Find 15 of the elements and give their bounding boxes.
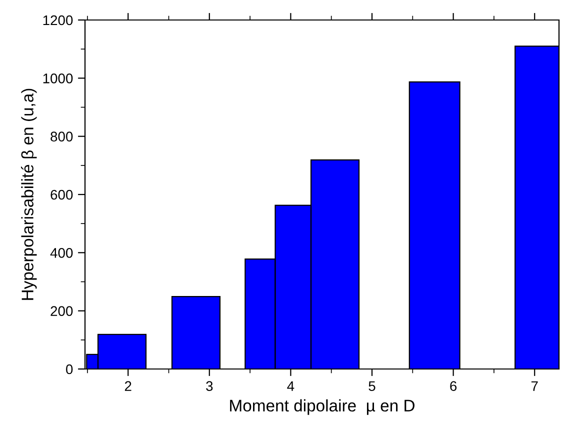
y-tick-label: 600: [50, 190, 73, 200]
y-tick-label: 1200: [43, 15, 73, 26]
x-tick-label: 6: [450, 381, 457, 392]
y-axis-title: Hyperpolarisabilité β en (u,a): [21, 88, 37, 300]
x-tick-label: 7: [531, 381, 538, 391]
x-tick-label: 4: [287, 381, 294, 391]
x-tick-label: 3: [206, 381, 213, 392]
x-tick-label: 5: [368, 381, 376, 392]
y-tick-label: 200: [50, 306, 73, 316]
y-tick-label: 1000: [43, 74, 73, 84]
x-tick-label: 2: [124, 381, 132, 391]
y-tick-label: 0: [66, 364, 73, 374]
y-tick-label: 400: [50, 248, 73, 258]
x-axis-title: Moment dipolaire µ en D: [230, 399, 414, 415]
y-tick-label: 800: [50, 132, 73, 142]
